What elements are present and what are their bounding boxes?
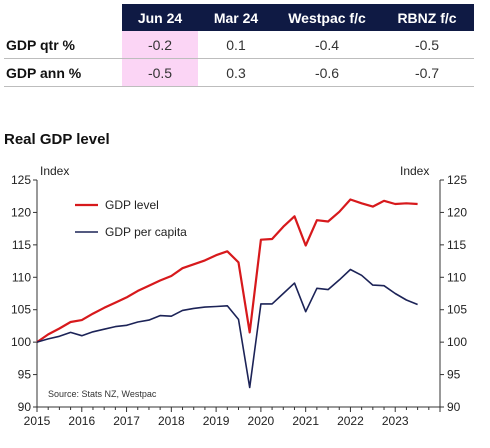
table-cell: -0.7 — [380, 58, 474, 87]
table-header-rbnz: RBNZ f/c — [380, 4, 474, 31]
table-cell: -0.2 — [122, 31, 198, 59]
x-tick-label: 2022 — [337, 414, 364, 428]
table-header-blank — [4, 4, 122, 31]
legend-label: GDP level — [105, 198, 159, 212]
table-cell: -0.4 — [274, 31, 380, 59]
y-tick-label-left: 125 — [11, 173, 31, 187]
y-tick-label-left: 105 — [11, 303, 31, 317]
chart-legend: GDP level GDP per capita — [75, 198, 187, 239]
y-tick-label-left: 90 — [18, 400, 32, 414]
chart-tick-labels: 90 90 95 95 100 100 105 105 110 110 115 115 120 120 12… — [11, 173, 467, 428]
x-tick-label: 2019 — [203, 414, 230, 428]
series-line-gdp-per-capita — [36, 268, 418, 389]
y-tick-label-left: 120 — [11, 205, 31, 219]
y-tick-label-right: 125 — [447, 173, 467, 187]
table-header-row: Jun 24 Mar 24 Westpac f/c RBNZ f/c — [4, 4, 474, 31]
table-cell: -0.5 — [380, 31, 474, 59]
chart-series-lines — [36, 198, 418, 389]
table-header-westpac: Westpac f/c — [274, 4, 380, 31]
y-tick-label-left: 115 — [12, 238, 31, 252]
y-tick-label-right: 120 — [447, 205, 467, 219]
series-line-gdp-level — [36, 198, 418, 344]
source-annotation: Source: Stats NZ, Westpac — [48, 389, 157, 399]
y-tick-label-left: 95 — [18, 368, 32, 382]
y-axis-unit-left: Index — [40, 164, 69, 178]
table-row: GDP qtr % -0.2 0.1 -0.4 -0.5 — [4, 31, 474, 59]
x-tick-label: 2021 — [292, 414, 319, 428]
row-label-gdp-ann: GDP ann % — [4, 58, 122, 87]
table-cell: -0.5 — [122, 58, 198, 87]
y-tick-label-left: 110 — [12, 270, 31, 284]
y-tick-label-right: 105 — [447, 303, 467, 317]
table-header-jun24: Jun 24 — [122, 4, 198, 31]
y-tick-label-right: 100 — [447, 335, 467, 349]
y-axis-unit-right: Index — [400, 164, 429, 178]
row-label-gdp-qtr: GDP qtr % — [4, 31, 122, 59]
x-tick-label: 2020 — [248, 414, 275, 428]
table-cell: 0.3 — [198, 58, 274, 87]
table-header-mar24: Mar 24 — [198, 4, 274, 31]
x-tick-label: 2016 — [68, 414, 95, 428]
y-tick-label-right: 95 — [447, 368, 461, 382]
legend-label: GDP per capita — [105, 225, 187, 239]
y-tick-label-right: 90 — [447, 400, 461, 414]
chart-title: Real GDP level — [4, 131, 110, 148]
x-tick-label: 2015 — [24, 414, 51, 428]
x-tick-label: 2023 — [382, 414, 409, 428]
gdp-line-chart: 90 90 95 95 100 100 105 105 110 110 115 115 120 120 12… — [11, 164, 467, 428]
x-tick-label: 2017 — [113, 414, 140, 428]
y-tick-label-right: 115 — [447, 238, 466, 252]
gdp-table: Jun 24 Mar 24 Westpac f/c RBNZ f/c GDP q… — [4, 4, 474, 87]
y-tick-label-right: 110 — [447, 270, 466, 284]
table-cell: 0.1 — [198, 31, 274, 59]
chart-axes — [33, 179, 444, 412]
table-cell: -0.6 — [274, 58, 380, 87]
x-tick-label: 2018 — [158, 414, 185, 428]
table-row: GDP ann % -0.5 0.3 -0.6 -0.7 — [4, 58, 474, 87]
y-tick-label-left: 100 — [11, 335, 31, 349]
